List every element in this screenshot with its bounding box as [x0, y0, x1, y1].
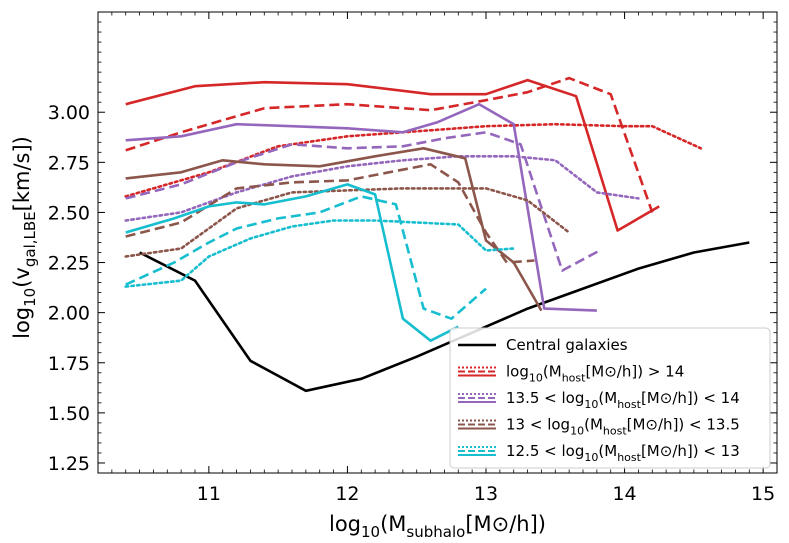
legend-label: 12.5 < log10​(Mhost​[M⊙/h]) < 13	[506, 442, 740, 464]
y-axis-title: log10​(vgal,LBE​[km/s])	[10, 136, 39, 339]
x-tick-label: 13	[474, 483, 498, 505]
y-tick-label: 1.25	[48, 453, 90, 475]
x-tick-label: 12	[335, 483, 359, 505]
y-tick-label: 2.50	[48, 202, 90, 224]
series-line-1	[125, 78, 660, 232]
x-axis-title: log10​(Msubhalo​[M⊙/h])	[329, 512, 546, 541]
series-line-5	[125, 131, 601, 272]
series-line-9	[124, 187, 571, 258]
x-tick-label: 15	[751, 483, 775, 505]
y-tick-label: 1.50	[48, 403, 90, 425]
x-tick-label: 14	[612, 483, 636, 505]
legend-label: 13.5 < log10​(Mhost​[M⊙/h]) < 14	[506, 389, 740, 411]
series-line-10	[125, 183, 459, 343]
series-line-6	[124, 155, 640, 222]
series-line-0	[139, 241, 750, 393]
y-tick-label: 2.25	[48, 253, 90, 275]
series-line-4	[125, 102, 597, 312]
series-line-11	[125, 195, 487, 321]
legend-box	[449, 327, 771, 469]
legend-label: log10​(Mhost​[M⊙/h]) > 14	[506, 363, 684, 385]
x-tick-label: 11	[197, 483, 221, 505]
series-line-2	[125, 76, 654, 213]
series-line-12	[124, 219, 516, 288]
legend-label: 13 < log10​(Mhost​[M⊙/h]) < 13.5	[506, 416, 740, 438]
legend-label: Central galaxies	[506, 336, 628, 354]
y-tick-label: 2.00	[48, 303, 90, 325]
series-line-3	[124, 122, 703, 198]
y-tick-label: 1.75	[48, 353, 90, 375]
y-tick-label: 3.00	[48, 102, 90, 124]
series-line-8	[125, 163, 535, 264]
series-line-7	[125, 147, 543, 312]
y-tick-label: 2.75	[48, 152, 90, 174]
